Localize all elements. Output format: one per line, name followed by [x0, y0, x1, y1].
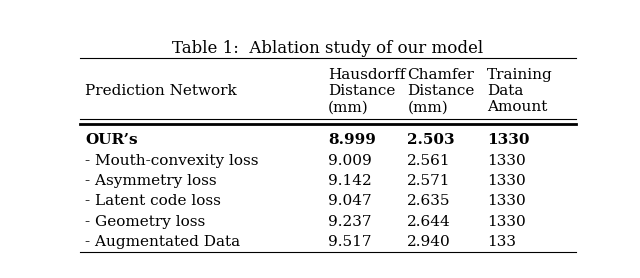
- Text: 1330: 1330: [486, 133, 529, 147]
- Text: 133: 133: [486, 235, 516, 249]
- Text: 1330: 1330: [486, 154, 525, 168]
- Text: 2.503: 2.503: [408, 133, 455, 147]
- Text: 1330: 1330: [486, 194, 525, 208]
- Text: Hausdorff
Distance
(mm): Hausdorff Distance (mm): [328, 68, 405, 114]
- Text: 2.644: 2.644: [408, 215, 451, 229]
- Text: 8.999: 8.999: [328, 133, 376, 147]
- Text: - Augmentated Data: - Augmentated Data: [85, 235, 240, 249]
- Text: 1330: 1330: [486, 215, 525, 229]
- Text: Training
Data
Amount: Training Data Amount: [486, 68, 552, 114]
- Text: - Latent code loss: - Latent code loss: [85, 194, 221, 208]
- Text: 9.142: 9.142: [328, 174, 372, 188]
- Text: 9.237: 9.237: [328, 215, 371, 229]
- Text: Chamfer
Distance
(mm): Chamfer Distance (mm): [408, 68, 475, 114]
- Text: 9.047: 9.047: [328, 194, 372, 208]
- Text: 2.571: 2.571: [408, 174, 451, 188]
- Text: 2.561: 2.561: [408, 154, 451, 168]
- Text: 9.009: 9.009: [328, 154, 372, 168]
- Text: - Mouth-convexity loss: - Mouth-convexity loss: [85, 154, 259, 168]
- Text: Table 1:  Ablation study of our model: Table 1: Ablation study of our model: [172, 40, 484, 57]
- Text: - Geometry loss: - Geometry loss: [85, 215, 205, 229]
- Text: 9.517: 9.517: [328, 235, 371, 249]
- Text: 2.940: 2.940: [408, 235, 451, 249]
- Text: OUR’s: OUR’s: [85, 133, 138, 147]
- Text: Prediction Network: Prediction Network: [85, 84, 237, 98]
- Text: - Asymmetry loss: - Asymmetry loss: [85, 174, 216, 188]
- Text: 2.635: 2.635: [408, 194, 451, 208]
- Text: 1330: 1330: [486, 174, 525, 188]
